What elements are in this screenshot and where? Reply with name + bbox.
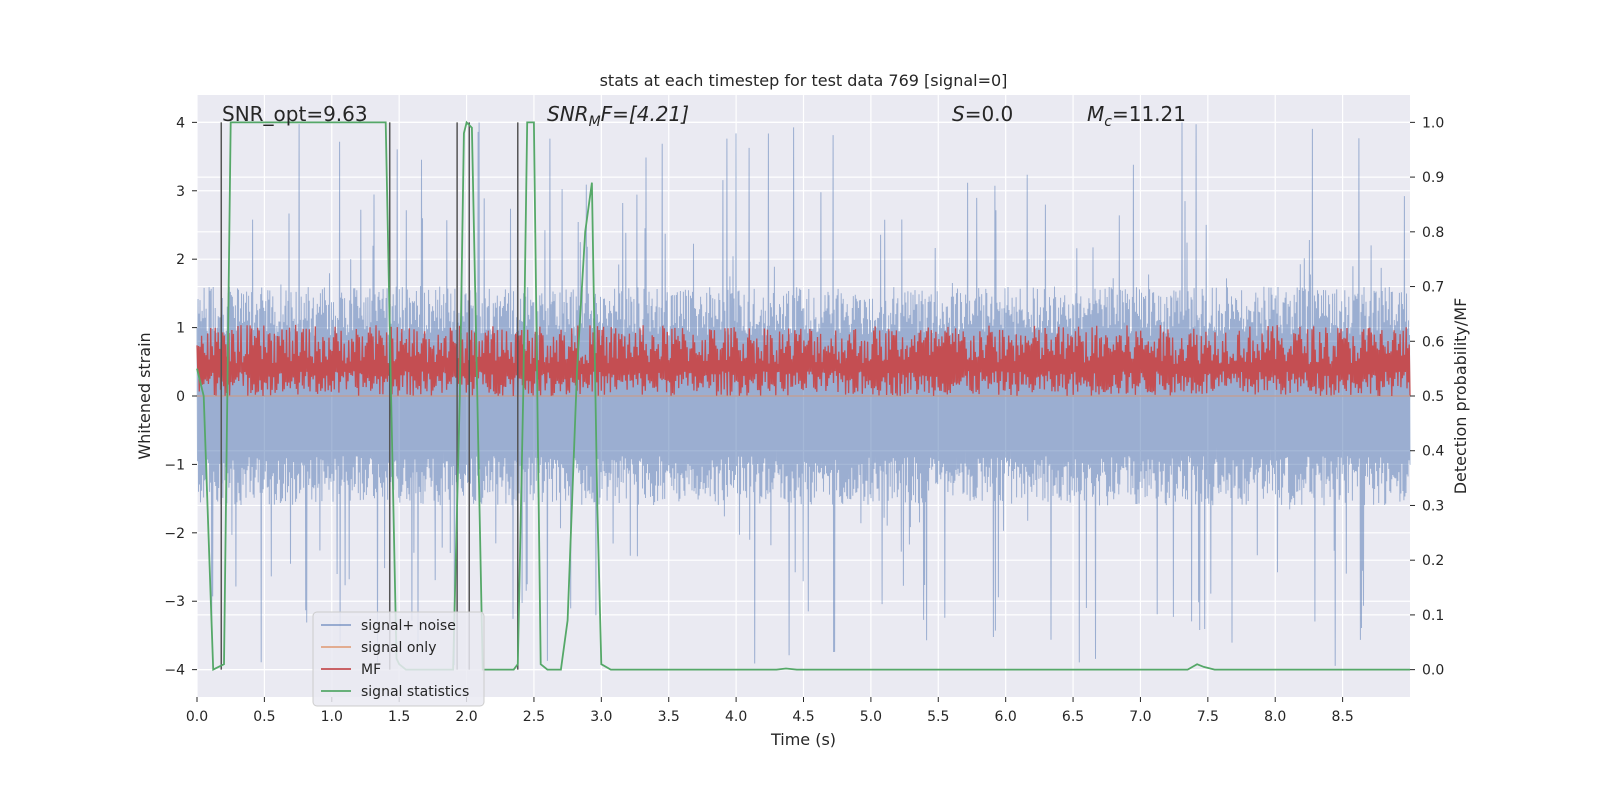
vertical-markers bbox=[220, 122, 519, 670]
series-line-signal-noise bbox=[196, 122, 1411, 666]
y-right-tick-label: 0.9 bbox=[1422, 170, 1444, 186]
series-line-signal-statistics bbox=[196, 120, 1410, 672]
y-left-tick-label: 3 bbox=[176, 184, 185, 200]
y-right-tick-label: 0.7 bbox=[1422, 280, 1444, 296]
y-axis-left-label: Whitened strain bbox=[135, 332, 154, 459]
legend-label: signal only bbox=[361, 640, 436, 656]
y-right-tick-label: 0.0 bbox=[1422, 663, 1444, 679]
y-right-tick-label: 0.5 bbox=[1422, 389, 1444, 405]
y-axis-right-ticks: 0.0 0.1 0.2 0.3 0.4 0.5 0.6 0.7 0.8 0.9 1.0 bbox=[1410, 115, 1444, 679]
y-left-tick-label: 0 bbox=[176, 389, 185, 405]
annotation-snr-mf-prefix: SNR bbox=[547, 102, 589, 126]
annotation-s-label: S bbox=[952, 102, 965, 126]
legend-label: signal+ noise bbox=[361, 618, 456, 634]
x-tick-label: 5.5 bbox=[927, 709, 949, 725]
y-right-tick-label: 0.2 bbox=[1422, 553, 1444, 569]
annotation-snr-mf: SNRMF=[4.21] bbox=[547, 102, 689, 130]
x-tick-label: 1.0 bbox=[321, 709, 343, 725]
x-tick-label: 8.5 bbox=[1331, 709, 1353, 725]
y-left-tick-label: 1 bbox=[176, 321, 185, 337]
x-tick-label: 3.5 bbox=[658, 709, 680, 725]
x-tick-label: 6.0 bbox=[995, 709, 1017, 725]
x-axis-ticks: 0.0 0.5 1.0 1.5 2.0 2.5 3.0 3.5 4.0 4.5 5.0 5.5 6.0 6… bbox=[186, 697, 1354, 725]
annotation-snr-mf-suffix: F=[4.21] bbox=[601, 102, 689, 126]
annotation-snr-opt: SNR_opt=9.63 bbox=[222, 102, 368, 126]
annotation-mc-label: M bbox=[1087, 102, 1104, 126]
legend-label: MF bbox=[361, 662, 381, 678]
y-left-tick-label: 4 bbox=[176, 115, 185, 131]
x-tick-label: 8.0 bbox=[1264, 709, 1286, 725]
series-line-mf bbox=[196, 324, 1411, 397]
series-signal-statistics bbox=[196, 120, 1410, 672]
y-right-tick-label: 0.6 bbox=[1422, 334, 1444, 350]
x-tick-label: 4.0 bbox=[725, 709, 747, 725]
series-signal-noise bbox=[196, 122, 1411, 666]
legend-box bbox=[312, 611, 485, 707]
x-tick-label: 0.0 bbox=[186, 709, 208, 725]
y-right-tick-label: 0.1 bbox=[1422, 608, 1444, 624]
annotation-s-value: =0.0 bbox=[965, 102, 1014, 126]
annotation-mc: Mc=11.21 bbox=[1087, 102, 1186, 130]
x-tick-label: 6.5 bbox=[1062, 709, 1084, 725]
legend: signal+ noise signal only MF signal statist… bbox=[312, 611, 485, 707]
series-mf bbox=[196, 324, 1411, 397]
y-left-tick-label: −4 bbox=[164, 663, 185, 679]
legend-label: signal statistics bbox=[361, 684, 469, 700]
x-tick-label: 3.0 bbox=[590, 709, 612, 725]
y-right-tick-label: 0.8 bbox=[1422, 225, 1444, 241]
x-tick-label: 2.5 bbox=[523, 709, 545, 725]
y-left-tick-label: −1 bbox=[164, 457, 185, 473]
x-tick-label: 4.5 bbox=[792, 709, 814, 725]
chart-title: stats at each timestep for test data 769… bbox=[600, 71, 1008, 90]
annotation-mc-value: =11.21 bbox=[1112, 102, 1186, 126]
x-tick-label: 2.0 bbox=[455, 709, 477, 725]
y-right-tick-label: 0.4 bbox=[1422, 444, 1444, 460]
x-tick-label: 7.0 bbox=[1129, 709, 1151, 725]
x-tick-label: 7.5 bbox=[1197, 709, 1219, 725]
x-tick-label: 0.5 bbox=[253, 709, 275, 725]
annotation-snr-mf-sub: M bbox=[589, 114, 601, 130]
x-tick-label: 5.0 bbox=[860, 709, 882, 725]
y-left-tick-label: 2 bbox=[176, 252, 185, 268]
y-axis-left-ticks: −4 −3 −2 −1 0 1 2 3 4 bbox=[164, 115, 197, 679]
x-tick-label: 1.5 bbox=[388, 709, 410, 725]
annotation-s: S=0.0 bbox=[952, 102, 1013, 126]
y-right-tick-label: 0.3 bbox=[1422, 498, 1444, 514]
y-axis-right-label: Detection probability/MF bbox=[1451, 298, 1470, 495]
y-left-tick-label: −3 bbox=[164, 594, 185, 610]
y-left-tick-label: −2 bbox=[164, 526, 185, 542]
y-right-tick-label: 1.0 bbox=[1422, 115, 1444, 131]
annotation-mc-sub: c bbox=[1104, 114, 1112, 130]
x-axis-label: Time (s) bbox=[770, 730, 836, 749]
